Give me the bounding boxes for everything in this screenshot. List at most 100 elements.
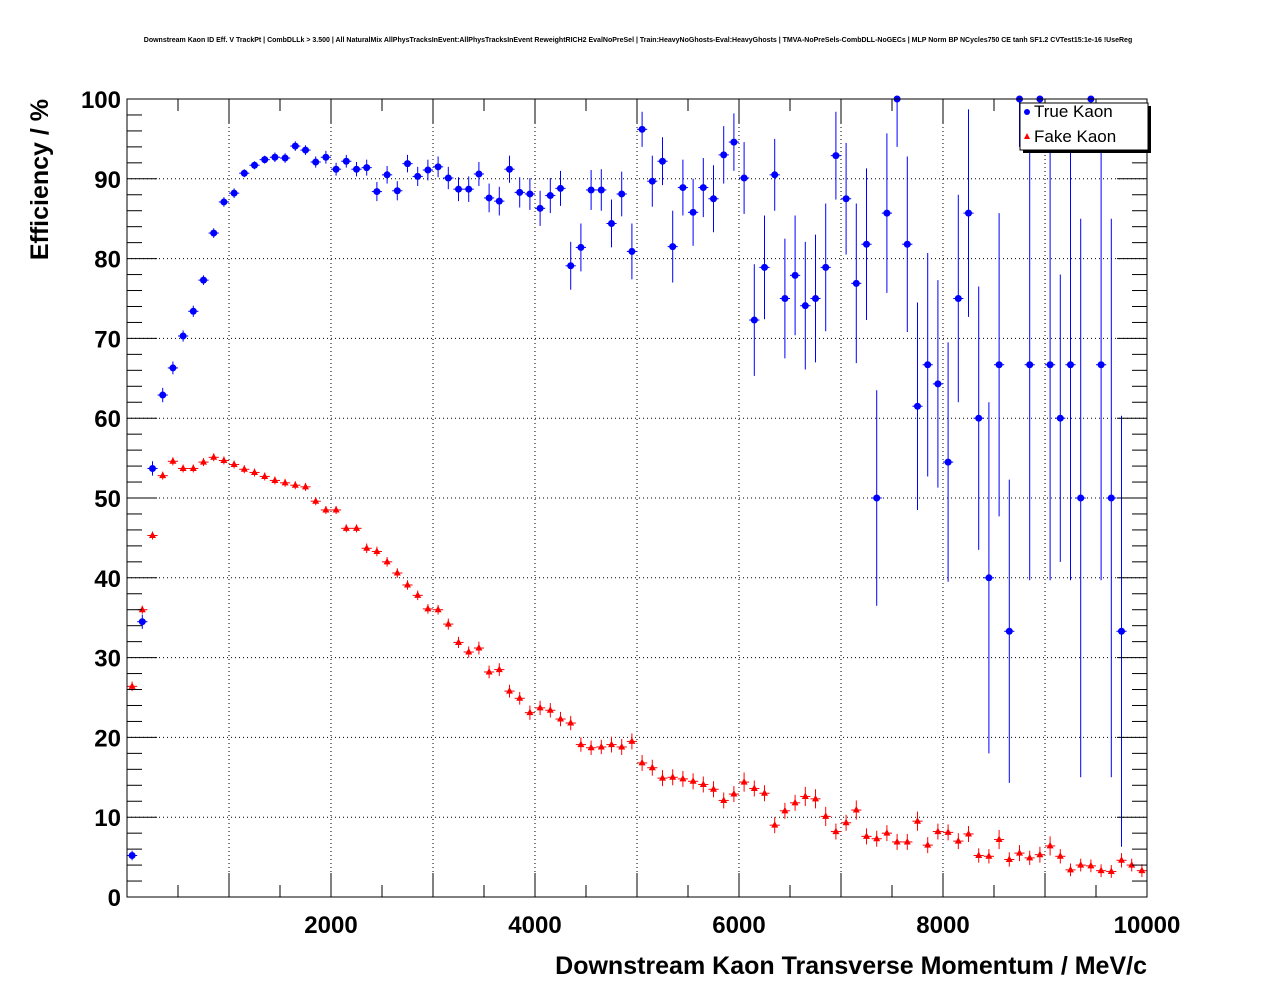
data-point [567, 262, 575, 270]
x-tick-label: 2000 [304, 912, 357, 939]
data-point [434, 163, 442, 171]
data-point [149, 531, 156, 539]
y-tick-label: 50 [94, 486, 121, 513]
y-tick-label: 30 [94, 646, 121, 673]
data-point [781, 806, 789, 814]
x-tick-label: 10000 [1114, 912, 1181, 939]
data-point [567, 719, 575, 726]
data-point [353, 524, 360, 531]
data-point [914, 817, 921, 824]
y-tick-label: 40 [94, 566, 121, 593]
data-point [495, 665, 503, 673]
data-point [465, 185, 473, 193]
data-point [1036, 850, 1044, 858]
data-point [659, 157, 666, 165]
data-point [1026, 853, 1034, 861]
legend-marker-fake-kaon [1024, 133, 1030, 139]
data-point [801, 792, 809, 799]
data-point [638, 125, 646, 133]
data-point [424, 604, 432, 612]
data-point [1026, 361, 1034, 369]
data-point [455, 638, 462, 645]
data-point [200, 276, 207, 284]
data-point [1005, 627, 1013, 635]
data-point [842, 195, 850, 203]
data-point [322, 505, 330, 513]
data-point [1118, 856, 1125, 863]
data-point [271, 476, 279, 483]
data-point [638, 758, 646, 766]
data-point [873, 494, 881, 502]
x-axis-title: Downstream Kaon Transverse Momentum / Me… [555, 952, 1147, 980]
data-point [934, 827, 942, 835]
data-point [577, 740, 585, 748]
y-tick-label: 70 [94, 326, 121, 353]
data-point [475, 644, 483, 651]
data-point [587, 743, 595, 751]
data-point [312, 497, 320, 504]
data-point [577, 243, 585, 251]
plot-data [127, 95, 1147, 878]
data-point [526, 190, 534, 198]
data-point [832, 827, 840, 835]
data-point [1067, 865, 1074, 873]
data-point [312, 158, 320, 166]
data-point [1097, 361, 1105, 369]
data-point [924, 841, 932, 848]
data-point [944, 828, 952, 835]
data-point [475, 170, 483, 178]
data-point [965, 209, 972, 217]
y-tick-labels: 0 10 20 30 40 50 60 70 80 90 100 [81, 87, 121, 912]
data-point [363, 164, 371, 172]
data-point [455, 185, 462, 193]
data-point [179, 332, 187, 340]
data-point [342, 524, 350, 531]
data-point [822, 263, 830, 271]
x-tick-label: 4000 [508, 912, 561, 939]
data-point [444, 174, 452, 182]
data-point [210, 229, 218, 237]
data-point [291, 142, 299, 150]
data-point [138, 618, 146, 626]
chart-title: Downstream Kaon ID Eff. V TrackPt | Comb… [144, 37, 1132, 44]
data-point [546, 192, 554, 200]
data-point [710, 785, 717, 792]
y-tick-label: 90 [94, 167, 121, 194]
data-point [169, 457, 177, 464]
data-point [179, 464, 187, 471]
data-point [128, 852, 136, 860]
data-point [322, 153, 330, 161]
data-point [832, 152, 840, 160]
data-point [608, 740, 615, 748]
data-point [587, 186, 595, 194]
data-point [363, 544, 371, 551]
series-true-kaon [127, 95, 1127, 861]
data-point [424, 166, 432, 174]
data-point [526, 708, 534, 716]
data-point [903, 837, 911, 845]
data-point [485, 667, 493, 675]
data-point [618, 190, 626, 198]
data-point [169, 364, 177, 372]
y-tick-label: 10 [94, 805, 121, 832]
data-point [852, 279, 860, 287]
data-point [944, 458, 952, 466]
data-point [669, 773, 677, 780]
data-point [220, 198, 228, 206]
data-point [220, 456, 228, 463]
y-tick-label: 60 [94, 406, 121, 433]
data-point [873, 834, 881, 842]
data-point [485, 194, 493, 202]
data-point [404, 580, 411, 588]
data-point [189, 464, 197, 471]
data-point [648, 763, 656, 771]
data-point [1097, 866, 1105, 874]
data-point [1118, 627, 1125, 635]
data-point [771, 821, 779, 828]
data-point [332, 165, 340, 173]
data-point [730, 138, 738, 146]
data-point [883, 829, 891, 836]
data-point [740, 778, 748, 785]
data-point [822, 812, 830, 819]
data-point [863, 240, 870, 248]
